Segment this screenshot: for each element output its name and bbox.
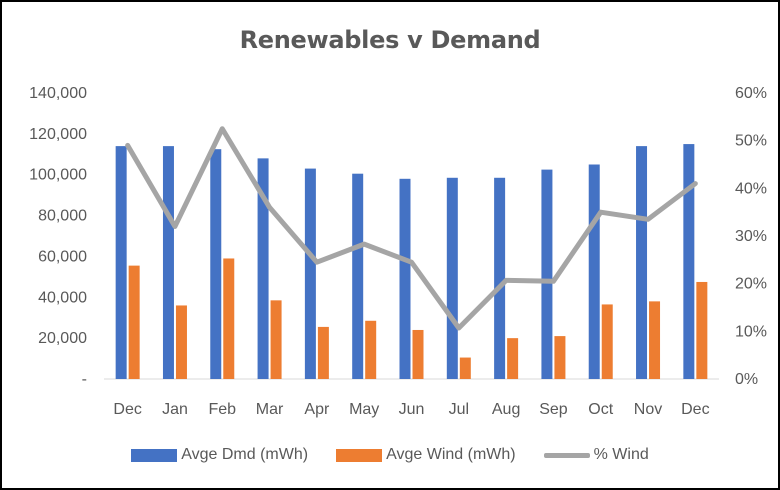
legend-item-pct-wind: % Wind — [543, 446, 649, 464]
bar-avge-dmd — [636, 146, 648, 379]
legend-label-pct-wind: % Wind — [593, 446, 649, 463]
bar-avge-dmd — [352, 173, 364, 379]
legend-item-demand: Avge Dmd (mWh) — [131, 446, 308, 464]
legend-swatch-demand — [131, 448, 178, 462]
bar-avge-dmd — [162, 146, 174, 379]
bar-avge-wind — [507, 338, 519, 379]
y-left-tick-label: 40,000 — [38, 289, 87, 306]
bar-avge-wind — [554, 336, 566, 379]
x-tick-label: Apr — [304, 401, 330, 418]
chart-plot: - 20,000 40,000 60,000 80,000 100,000 120,000 1… — [29, 85, 767, 418]
bar-avge-wind — [412, 329, 424, 379]
legend-item-wind: Avge Wind (mWh) — [336, 446, 516, 464]
x-tick-label: Nov — [634, 401, 662, 418]
x-tick-label: Dec — [113, 401, 141, 418]
x-tick-label: Oct — [588, 401, 613, 418]
legend-line-pct-wind — [543, 452, 590, 458]
bar-avge-wind — [601, 304, 613, 379]
legend-label-wind: Avge Wind (mWh) — [386, 446, 516, 463]
bar-avge-dmd — [304, 168, 316, 379]
x-tick-label: Sep — [539, 401, 568, 418]
bar-avge-wind — [223, 258, 235, 379]
x-tick-label: Jan — [162, 401, 188, 418]
bar-avge-dmd — [588, 164, 600, 379]
x-tick-label: Dec — [681, 401, 709, 418]
line-pct-wind — [125, 126, 698, 331]
legend-label-demand: Avge Dmd (mWh) — [181, 446, 309, 463]
bar-avge-wind — [270, 300, 282, 379]
x-tick-label: May — [349, 401, 379, 418]
y-right-tick-label: 20% — [735, 276, 767, 293]
y-right-tick-label: 40% — [735, 180, 767, 197]
bar-avge-dmd — [257, 158, 269, 379]
y-right-tick-label: 10% — [735, 323, 767, 340]
y-left-tick-label: - — [82, 371, 87, 388]
x-tick-label: Aug — [492, 401, 520, 418]
y-left-tick-label: 20,000 — [38, 330, 87, 347]
bar-avge-wind — [128, 265, 140, 379]
y-left-tick-label: 100,000 — [29, 167, 87, 184]
y-left-tick-label: 80,000 — [38, 208, 87, 225]
x-tick-label: Mar — [256, 401, 284, 418]
bar-avge-dmd — [446, 177, 458, 379]
y-right-tick-label: 0% — [735, 371, 758, 388]
y-left-tick-label: 60,000 — [38, 248, 87, 265]
bar-avge-dmd — [115, 146, 127, 379]
y-right-tick-label: 60% — [735, 85, 767, 102]
bar-avge-wind — [696, 281, 708, 379]
y-right-tick-label: 30% — [735, 228, 767, 245]
legend-swatch-wind — [336, 448, 383, 462]
x-tick-label: Feb — [208, 401, 236, 418]
chart-title: Renewables v Demand — [239, 26, 541, 54]
y-left-tick-label: 120,000 — [29, 126, 87, 143]
bar-avge-dmd — [494, 177, 506, 379]
x-tick-label: Jun — [399, 401, 425, 418]
legend: Avge Dmd (mWh) Avge Wind (mWh) % Wind — [2, 442, 778, 468]
bar-avge-dmd — [399, 178, 411, 379]
y-right-tick-label: 50% — [735, 133, 767, 150]
bar-avge-dmd — [541, 169, 553, 379]
x-tick-label: Jul — [449, 401, 469, 418]
bar-avge-wind — [175, 305, 187, 379]
bar-avge-wind — [649, 301, 661, 379]
y-left-tick-label: 140,000 — [29, 85, 87, 102]
bar-avge-wind — [365, 320, 377, 379]
bar-avge-wind — [317, 326, 329, 379]
bar-avge-dmd — [210, 149, 222, 379]
bar-avge-wind — [459, 357, 471, 379]
bar-avge-dmd — [683, 144, 695, 379]
